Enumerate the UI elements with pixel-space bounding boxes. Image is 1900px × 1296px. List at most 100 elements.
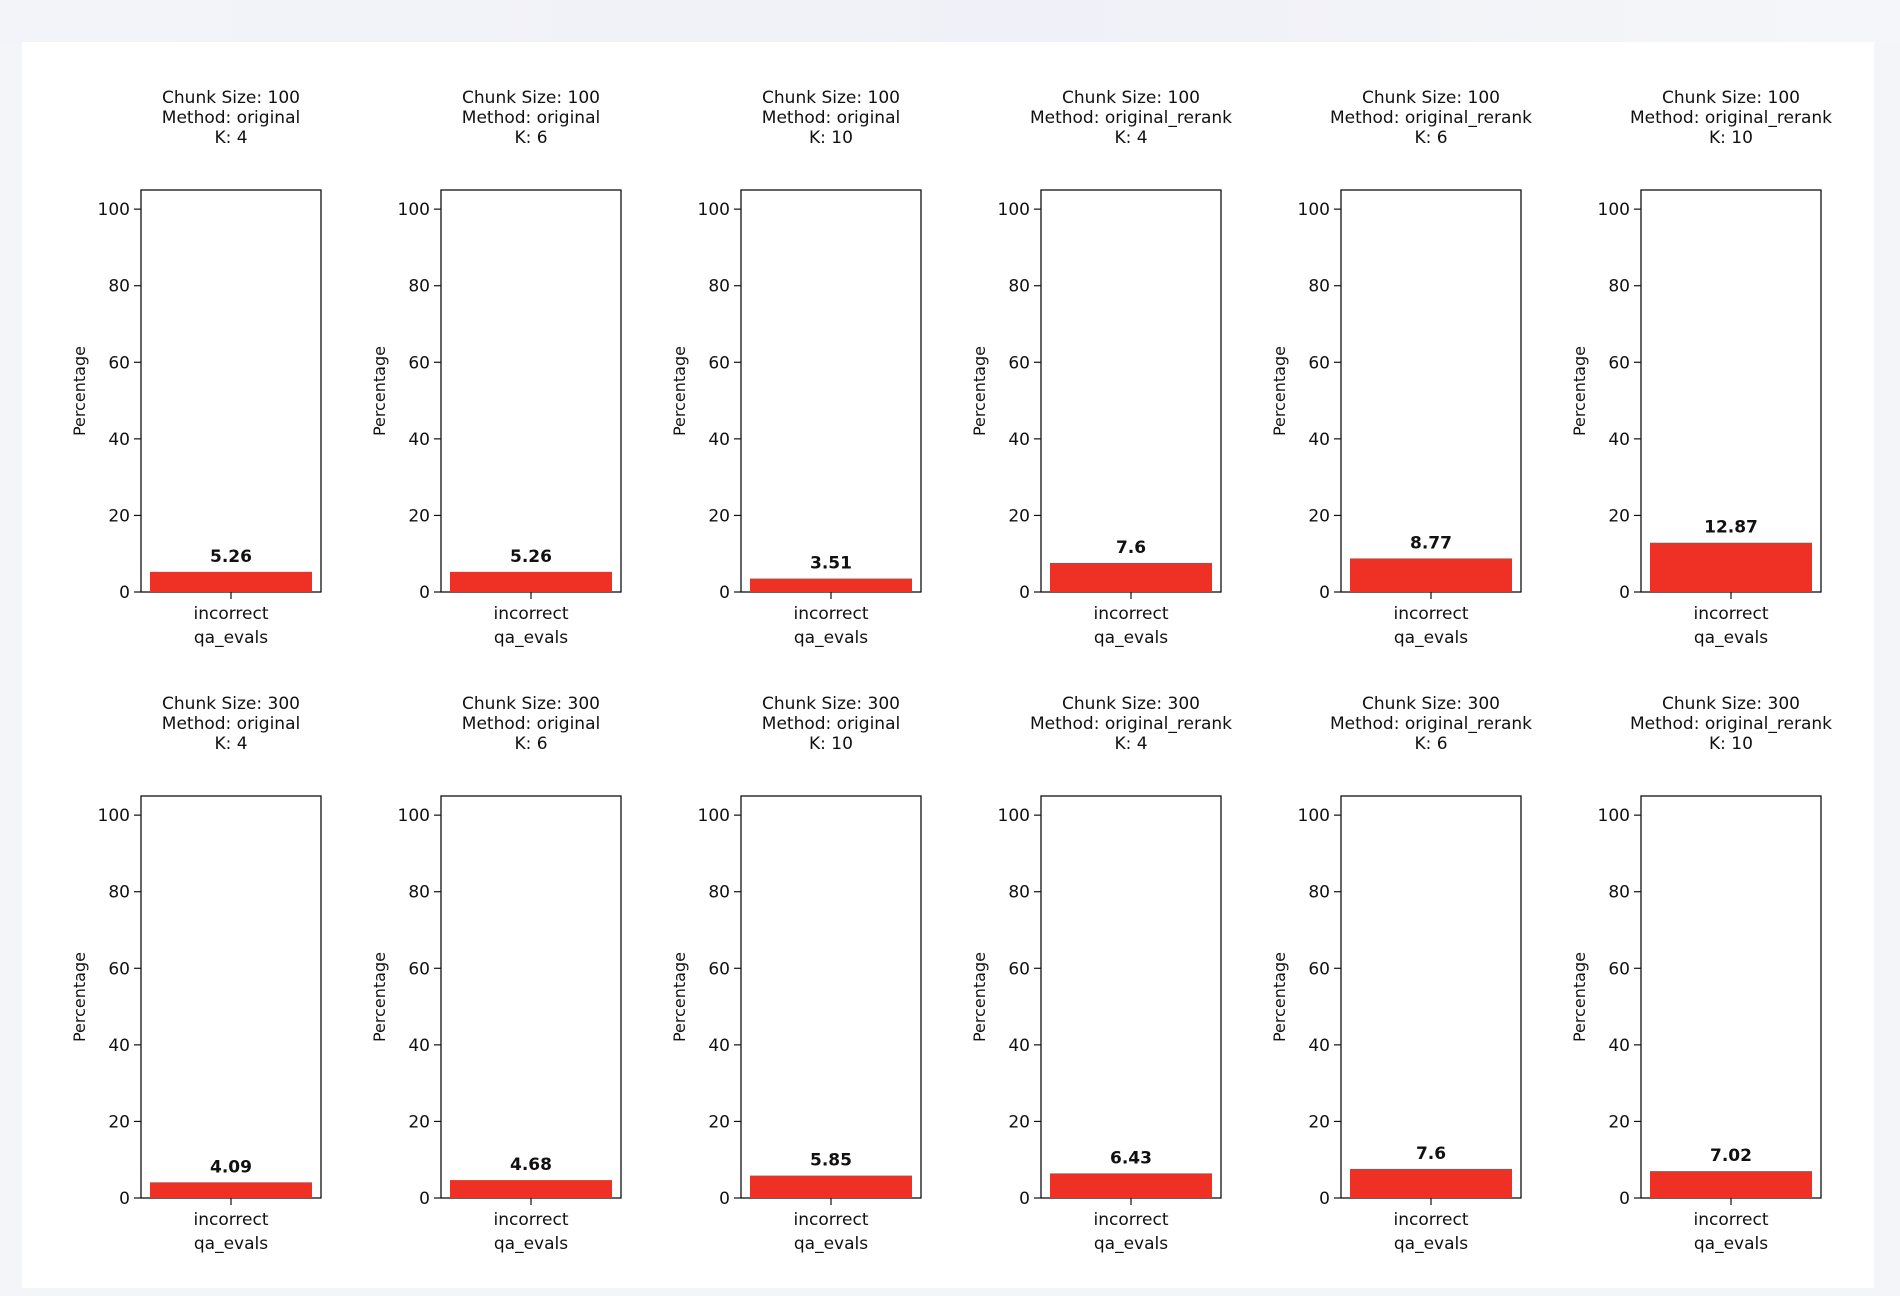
y-tick-label: 100 — [698, 806, 730, 826]
x-axis-label: qa_evals — [794, 1234, 868, 1254]
chart-title-line: Chunk Size: 100 — [462, 88, 600, 108]
y-tick-label: 40 — [108, 1036, 130, 1056]
y-tick-label: 60 — [1608, 353, 1630, 373]
y-tick-label: 80 — [708, 277, 730, 297]
x-tick-label: incorrect — [193, 1210, 268, 1230]
chart-title-line: Chunk Size: 100 — [762, 88, 900, 108]
bar-value-label: 8.77 — [1410, 533, 1452, 553]
chart-title-line: Method: original — [762, 714, 900, 734]
y-tick-label: 60 — [1008, 959, 1030, 979]
bar-value-label: 6.43 — [1110, 1148, 1152, 1168]
y-tick-label: 20 — [1308, 506, 1330, 526]
y-tick-label: 20 — [108, 506, 130, 526]
axes-frame — [1340, 189, 1522, 593]
y-tick-label: 100 — [98, 200, 130, 220]
chart-title-line: K: 4 — [214, 128, 247, 148]
y-tick-label: 0 — [119, 1189, 130, 1209]
bar-value-label: 5.26 — [510, 547, 552, 567]
y-tick-label: 40 — [1608, 1036, 1630, 1056]
figure-card: Chunk Size: 100 Method: original K: 4 0 20 40… — [22, 42, 1874, 1288]
axes-frame — [440, 189, 622, 593]
x-axis-label: qa_evals — [494, 1234, 568, 1254]
bar-value-label: 7.6 — [1116, 538, 1146, 558]
chart-title-line: Method: original — [462, 714, 600, 734]
y-tick-label: 80 — [1608, 883, 1630, 903]
y-tick-label: 0 — [1619, 583, 1630, 603]
y-tick-label: 0 — [1019, 583, 1030, 603]
x-axis-label: qa_evals — [1394, 628, 1468, 648]
chart-title-line: Method: original — [462, 108, 600, 128]
y-tick-label: 40 — [708, 430, 730, 450]
chart-title-line: K: 6 — [514, 128, 547, 148]
chart-title-line: K: 10 — [809, 128, 853, 148]
y-tick-label: 60 — [408, 353, 430, 373]
axes-frame — [740, 189, 922, 593]
y-tick-label: 100 — [998, 806, 1030, 826]
y-tick-label: 100 — [98, 806, 130, 826]
chart-title-line: K: 6 — [1414, 734, 1447, 754]
chart-title-line: K: 6 — [1414, 128, 1447, 148]
y-tick-label: 60 — [708, 353, 730, 373]
y-tick-label: 60 — [108, 353, 130, 373]
x-axis-label: qa_evals — [194, 1234, 268, 1254]
y-tick-label: 20 — [1008, 1112, 1030, 1132]
x-axis-label: qa_evals — [194, 628, 268, 648]
chart-title-line: Method: original_rerank — [1030, 108, 1232, 128]
bar — [1650, 542, 1812, 592]
bar — [1050, 562, 1212, 592]
y-tick-label: 100 — [1598, 200, 1630, 220]
x-axis-label: qa_evals — [794, 628, 868, 648]
y-tick-label: 20 — [408, 506, 430, 526]
y-axis-label: Percentage — [370, 346, 389, 436]
y-tick-label: 40 — [108, 430, 130, 450]
bar-value-label: 3.51 — [810, 554, 852, 574]
x-axis-label: qa_evals — [1694, 1234, 1768, 1254]
bar-value-label: 4.68 — [510, 1155, 552, 1175]
bar — [1650, 1171, 1812, 1198]
y-tick-label: 0 — [719, 583, 730, 603]
chart-title-line: Chunk Size: 300 — [762, 694, 900, 714]
y-tick-label: 60 — [1008, 353, 1030, 373]
y-tick-label: 40 — [1308, 430, 1330, 450]
bar-value-label: 7.6 — [1416, 1144, 1446, 1164]
y-tick-label: 100 — [1298, 200, 1330, 220]
bar — [1350, 1168, 1512, 1198]
chart-title-line: Chunk Size: 100 — [162, 88, 300, 108]
y-axis-label: Percentage — [1270, 952, 1289, 1042]
x-tick-label: incorrect — [1693, 604, 1768, 624]
y-axis-label: Percentage — [970, 346, 989, 436]
chart-title-line: K: 6 — [514, 734, 547, 754]
chart-title-line: K: 4 — [214, 734, 247, 754]
y-axis-label: Percentage — [70, 952, 89, 1042]
chart-title-line: Chunk Size: 100 — [1362, 88, 1500, 108]
x-tick-label: incorrect — [793, 1210, 868, 1230]
y-tick-label: 0 — [1319, 1189, 1330, 1209]
axes-frame — [740, 795, 922, 1199]
y-axis-label: Percentage — [70, 346, 89, 436]
bar — [1350, 558, 1512, 592]
x-axis-label: qa_evals — [1094, 1234, 1168, 1254]
axes-frame — [1640, 795, 1822, 1199]
bar-value-label: 12.87 — [1704, 518, 1758, 538]
y-tick-label: 80 — [108, 277, 130, 297]
chart-title-line: K: 10 — [809, 734, 853, 754]
y-tick-label: 60 — [108, 959, 130, 979]
y-tick-label: 100 — [998, 200, 1030, 220]
x-tick-label: incorrect — [1093, 604, 1168, 624]
bar — [450, 1180, 612, 1198]
y-axis-label: Percentage — [1570, 346, 1589, 436]
y-tick-label: 20 — [1608, 1112, 1630, 1132]
chart-title-line: Method: original_rerank — [1330, 714, 1532, 734]
chart-title-line: K: 4 — [1114, 734, 1147, 754]
y-tick-label: 0 — [419, 1189, 430, 1209]
y-tick-label: 80 — [408, 277, 430, 297]
axes-frame — [140, 795, 322, 1199]
axes-frame — [440, 795, 622, 1199]
chart-title-line: Chunk Size: 300 — [162, 694, 300, 714]
y-axis-label: Percentage — [1270, 346, 1289, 436]
chart-title-line: K: 4 — [1114, 128, 1147, 148]
chart-title-line: Chunk Size: 100 — [1662, 88, 1800, 108]
y-axis-label: Percentage — [970, 952, 989, 1042]
x-tick-label: incorrect — [1093, 1210, 1168, 1230]
